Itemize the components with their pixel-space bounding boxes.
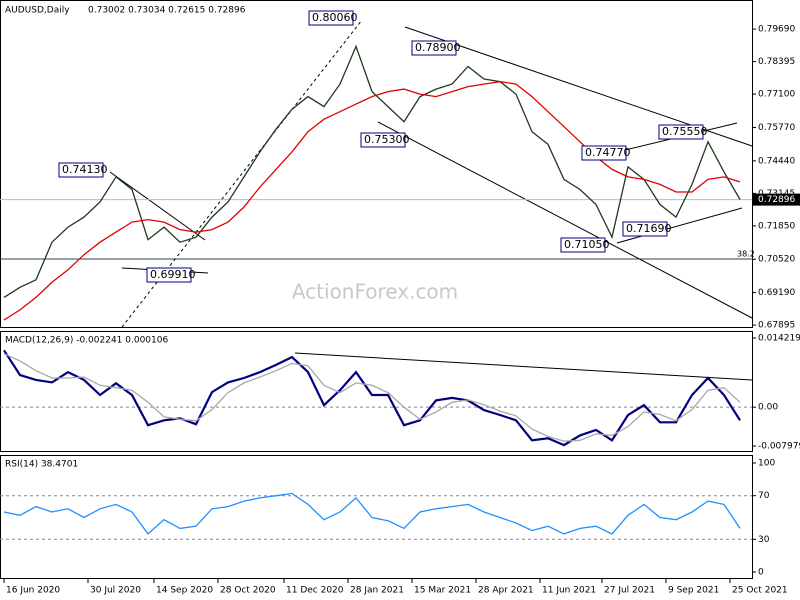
x-tick-label: 16 Jun 2020 (6, 586, 60, 596)
rsi-title: RSI(14) 38.4701 (5, 460, 78, 470)
macd-title: MACD(12,26,9) -0.002241 0.000106 (5, 336, 168, 346)
trendline (377, 121, 753, 319)
series-line (3, 44, 741, 298)
ohlc-label: 0.73002 0.73034 0.72615 0.72896 (88, 6, 246, 16)
y-tick-label: -0.007979 (758, 442, 800, 452)
y-tick-label: 0.00 (758, 403, 778, 413)
y-tick-label: 0.75770 (758, 123, 795, 133)
price-annotation-box (622, 221, 668, 237)
price-annotation: 0.74130 (62, 163, 108, 176)
price-annotation-box (360, 132, 406, 148)
x-tick-label: 27 Jul 2021 (604, 586, 655, 596)
rsi-panel (0, 455, 753, 579)
y-tick-label: 0.71850 (758, 221, 795, 231)
price-annotation: 0.71690 (626, 222, 672, 235)
price-annotation: 0.69910 (150, 268, 196, 281)
y-tick-label: 0.79690 (758, 25, 795, 35)
x-tick-label: 28 Oct 2020 (220, 586, 276, 596)
x-tick-label: 11 Jun 2021 (542, 586, 596, 596)
y-tick-label: 0.69190 (758, 288, 795, 298)
x-tick-label: 30 Jul 2020 (90, 586, 141, 596)
price-annotation: 0.74770 (585, 146, 631, 159)
last-price-box (753, 193, 800, 206)
price-annotation-box (411, 40, 457, 56)
price-annotation: 38.2 (737, 250, 755, 259)
x-tick-label: 25 Oct 2021 (732, 586, 788, 596)
price-annotation-box (560, 237, 606, 253)
y-tick-label: 0.77100 (758, 90, 795, 100)
trendline (109, 171, 206, 241)
y-tick-label: 30 (758, 535, 770, 545)
price-annotation-box (308, 10, 354, 26)
y-tick-label: 0 (758, 568, 764, 578)
price-annotation: 0.71050 (564, 238, 610, 251)
watermark: ActionForex.com (292, 280, 458, 304)
y-tick-label: 0.74440 (758, 156, 795, 166)
x-tick-label: 28 Apr 2021 (478, 586, 534, 596)
x-tick-label: 28 Jan 2021 (350, 586, 404, 596)
price-panel (0, 0, 753, 328)
x-tick-label: 15 Mar 2021 (414, 586, 471, 596)
price-annotation: 0.75550 (662, 125, 708, 138)
series-line (3, 492, 741, 535)
price-annotation-box (581, 145, 627, 161)
last-price-label: 0.72896 (758, 195, 795, 205)
y-tick-label: 0.78395 (758, 57, 795, 67)
price-annotation: 0.80060 (312, 11, 358, 24)
trendline (616, 207, 743, 244)
series-line (3, 80, 741, 321)
x-tick-label: 9 Sep 2021 (668, 586, 719, 596)
y-tick-label: 0.70520 (758, 255, 795, 265)
chart-title: AUDUSD,Daily (5, 6, 70, 16)
price-annotation-box (658, 124, 704, 140)
x-tick-label: 14 Sep 2020 (156, 586, 213, 596)
macd-panel (0, 331, 753, 452)
trendline (121, 19, 363, 328)
trendline (294, 352, 753, 381)
y-tick-label: 0.014219 (758, 334, 800, 344)
x-tick-label: 11 Dec 2020 (286, 586, 344, 596)
price-annotation: 0.75300 (364, 133, 410, 146)
y-tick-label: 70 (758, 491, 770, 501)
y-tick-label: 100 (758, 459, 775, 469)
price-annotation: 0.78900 (415, 41, 461, 54)
price-annotation-box (146, 267, 192, 283)
y-tick-label: 0.67895 (758, 321, 795, 331)
series-line (3, 353, 741, 442)
price-annotation-box (58, 162, 104, 178)
